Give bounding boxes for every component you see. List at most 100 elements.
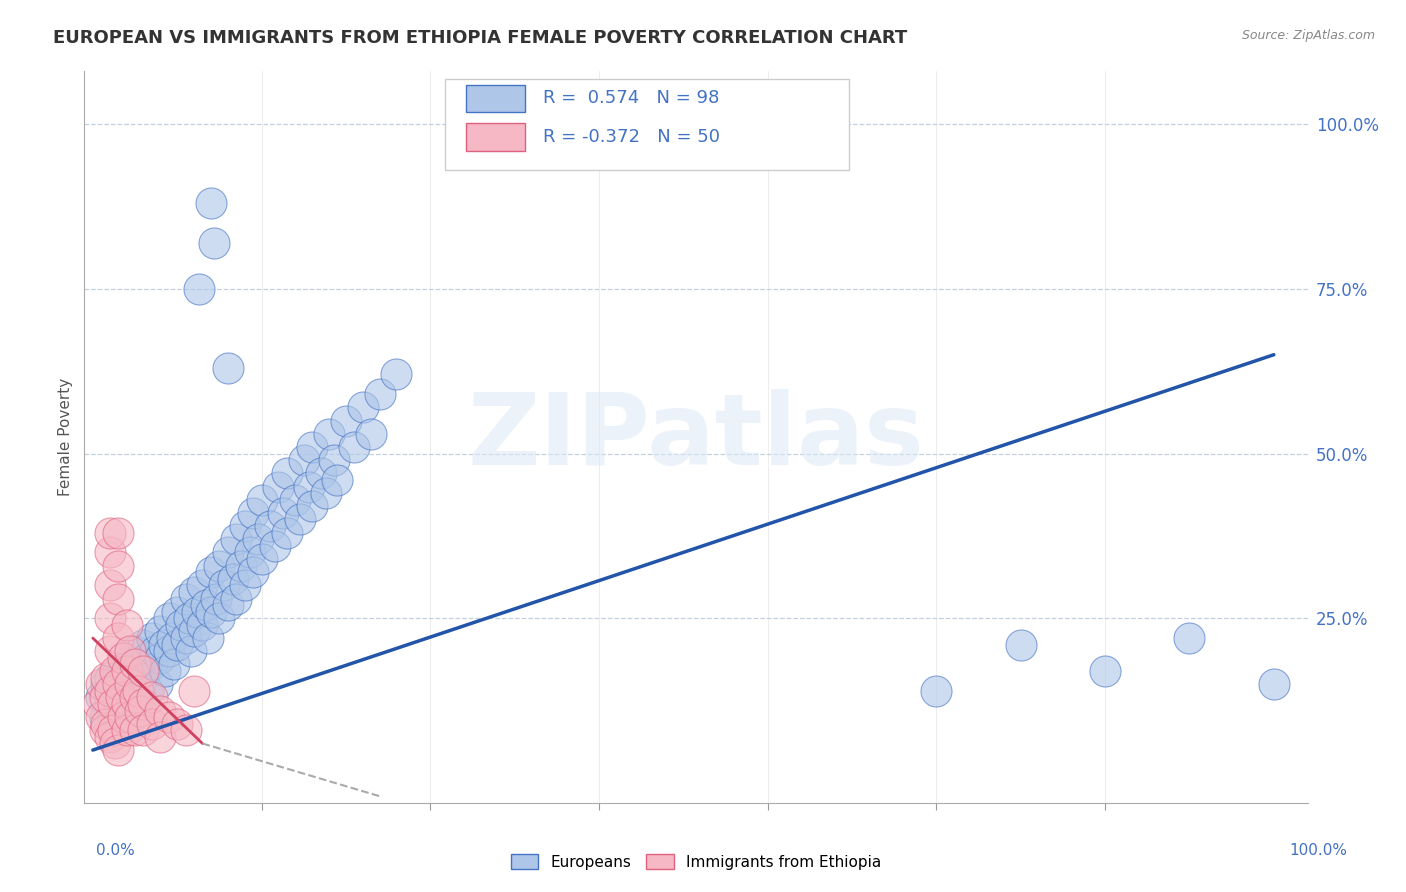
Point [290,512,312,526]
Point [149,704,172,718]
Point [368,387,391,401]
Point [183,624,205,639]
Point [273,506,295,520]
Point [98,730,121,744]
Point [186,605,208,619]
Point [87,697,110,711]
Point [90,710,112,724]
Point [1178,631,1201,645]
Point [318,426,340,441]
Point [166,605,188,619]
Point [121,664,143,678]
Point [118,644,141,658]
Point [141,716,163,731]
Point [115,723,138,738]
Point [217,598,239,612]
Point [118,710,141,724]
Point [115,657,138,672]
Point [200,196,222,211]
Text: R =  0.574   N = 98: R = 0.574 N = 98 [543,89,720,107]
Point [104,664,127,678]
Point [360,426,382,441]
Point [115,618,138,632]
Point [183,585,205,599]
FancyBboxPatch shape [465,123,524,151]
Point [191,618,214,632]
Point [315,486,337,500]
Point [225,591,247,606]
Point [141,690,163,705]
Point [98,525,121,540]
Point [107,743,129,757]
Point [101,723,124,738]
Point [124,690,146,705]
Point [323,453,346,467]
Point [149,624,172,639]
Point [124,644,146,658]
Point [98,697,121,711]
Y-axis label: Female Poverty: Female Poverty [58,378,73,496]
Point [183,683,205,698]
Point [259,519,281,533]
Point [242,506,264,520]
Point [98,611,121,625]
Point [124,657,146,672]
Point [132,638,155,652]
Point [155,664,177,678]
Point [343,440,366,454]
Point [110,677,132,691]
Point [276,467,298,481]
Point [96,677,118,691]
Point [214,578,236,592]
Point [127,657,149,672]
Point [222,572,245,586]
Point [208,611,231,625]
Point [301,500,323,514]
Point [127,683,149,698]
Point [233,578,256,592]
Point [141,657,163,672]
Point [233,519,256,533]
Point [129,704,152,718]
Point [93,723,115,738]
Point [180,644,202,658]
FancyBboxPatch shape [465,85,524,112]
Point [267,479,290,493]
Point [174,631,197,645]
Point [191,578,214,592]
Point [309,467,332,481]
Point [352,401,374,415]
Point [101,697,124,711]
Point [90,690,112,705]
Point [385,368,408,382]
Point [177,611,200,625]
Point [326,473,349,487]
Point [112,650,135,665]
Point [301,440,323,454]
Point [107,677,129,691]
Point [250,552,273,566]
Point [231,558,253,573]
Point [298,479,321,493]
Point [152,638,174,652]
Point [110,690,132,705]
Point [101,704,124,718]
Point [115,697,138,711]
Point [98,644,121,658]
Text: 0.0%: 0.0% [96,843,135,858]
Point [138,683,160,698]
Point [135,650,157,665]
Point [98,578,121,592]
Point [202,235,225,250]
Point [107,525,129,540]
Point [174,723,197,738]
Point [264,539,287,553]
Point [132,697,155,711]
Point [166,716,188,731]
Point [242,565,264,579]
Point [163,657,186,672]
Point [149,730,172,744]
Point [146,677,169,691]
Point [104,737,127,751]
Point [1094,664,1116,678]
